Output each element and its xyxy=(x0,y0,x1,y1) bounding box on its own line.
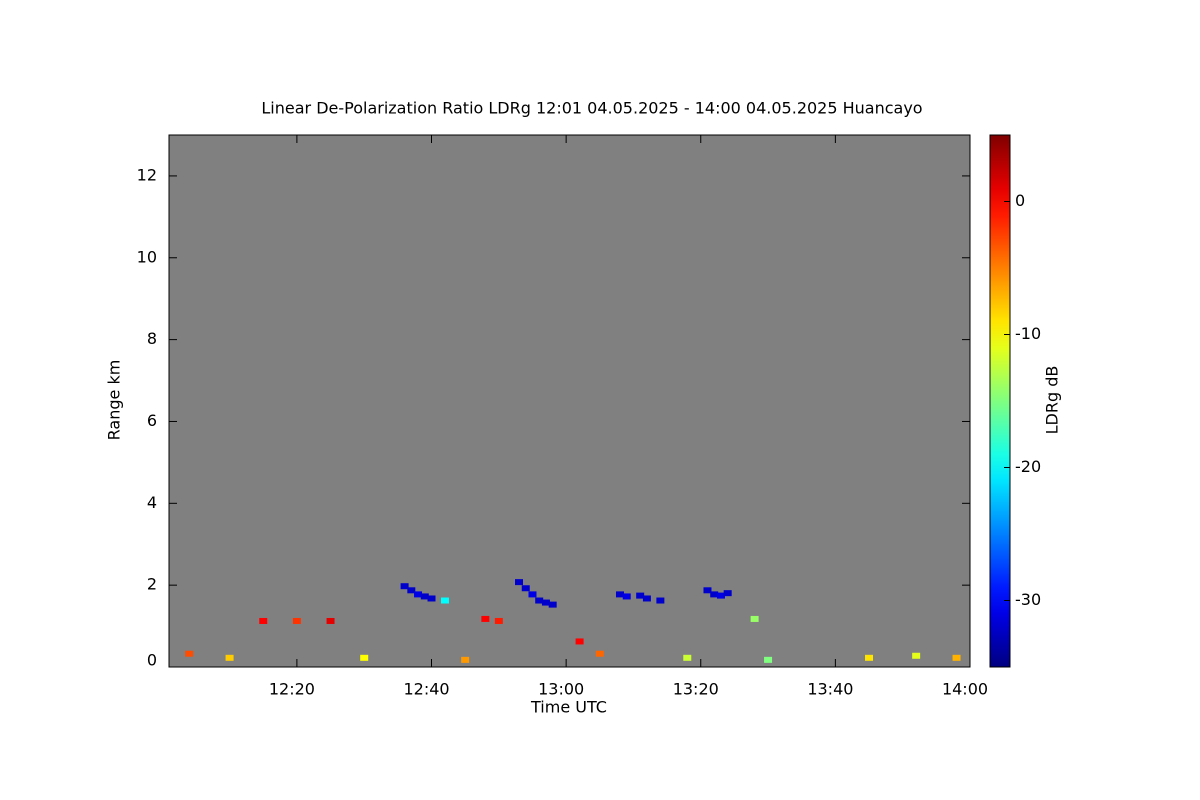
echo-cell xyxy=(750,615,759,622)
echo-cell xyxy=(683,654,692,661)
y-tick-label: 12 xyxy=(137,165,157,184)
y-tick-label: 0 xyxy=(147,651,157,670)
echo-cell xyxy=(225,654,234,661)
colorbar-tick-label: -30 xyxy=(1015,590,1041,609)
echo-cell xyxy=(865,654,874,661)
y-tick-label: 4 xyxy=(147,493,157,512)
y-tick-label: 6 xyxy=(147,411,157,430)
colorbar-tick-label: -20 xyxy=(1015,457,1041,476)
echo-cell xyxy=(548,601,557,608)
echo-cell xyxy=(185,650,194,657)
echo-cell xyxy=(528,591,537,598)
echo-cell xyxy=(716,592,725,599)
plot-frame xyxy=(168,134,971,668)
echo-cell xyxy=(259,617,268,624)
echo-cell xyxy=(656,597,665,604)
echo-cell xyxy=(427,595,436,602)
y-axis-label: Range km xyxy=(105,360,124,441)
echo-cell xyxy=(360,654,369,661)
echo-cell xyxy=(440,597,449,604)
y-tick-label: 10 xyxy=(137,247,157,266)
echo-cell xyxy=(622,593,631,600)
echo-cell xyxy=(636,592,645,599)
colorbar xyxy=(989,134,1011,668)
echo-cell xyxy=(326,617,335,624)
echo-cell xyxy=(952,654,961,661)
x-axis-label: Time UTC xyxy=(530,698,607,717)
echo-cell xyxy=(541,599,550,606)
echo-cell xyxy=(912,652,921,659)
x-tick-label: 13:40 xyxy=(807,680,853,699)
echo-cell xyxy=(515,579,524,586)
echo-cell xyxy=(292,617,301,624)
echo-cell xyxy=(420,593,429,600)
colorbar-tick-label: -10 xyxy=(1015,324,1041,343)
echo-cell xyxy=(642,595,651,602)
echo-cell xyxy=(710,591,719,598)
echo-cell xyxy=(723,590,732,597)
echo-cell xyxy=(494,617,503,624)
echo-cell xyxy=(703,587,712,594)
echo-cell xyxy=(400,583,409,590)
y-tick-label: 2 xyxy=(147,575,157,594)
plot-background xyxy=(169,135,970,667)
echo-cell xyxy=(575,638,584,645)
echo-cell xyxy=(414,591,423,598)
chart-title: Linear De-Polarization Ratio LDRg 12:01 … xyxy=(261,99,922,118)
y-tick-label: 8 xyxy=(147,329,157,348)
echo-cell xyxy=(615,591,624,598)
colorbar-label: LDRg dB xyxy=(1043,366,1062,435)
x-tick-label: 12:20 xyxy=(269,680,315,699)
x-tick-label: 13:20 xyxy=(673,680,719,699)
echo-cell xyxy=(481,615,490,622)
colorbar-tick-label: 0 xyxy=(1015,191,1025,210)
echo-cell xyxy=(461,656,470,663)
echo-cell xyxy=(407,587,416,594)
x-tick-label: 12:40 xyxy=(403,680,449,699)
echo-cell xyxy=(521,585,530,592)
echo-cell xyxy=(595,650,604,657)
x-tick-label: 14:00 xyxy=(942,680,988,699)
echo-cell xyxy=(764,656,773,663)
x-tick-label: 13:00 xyxy=(538,680,584,699)
echo-cell xyxy=(535,597,544,604)
